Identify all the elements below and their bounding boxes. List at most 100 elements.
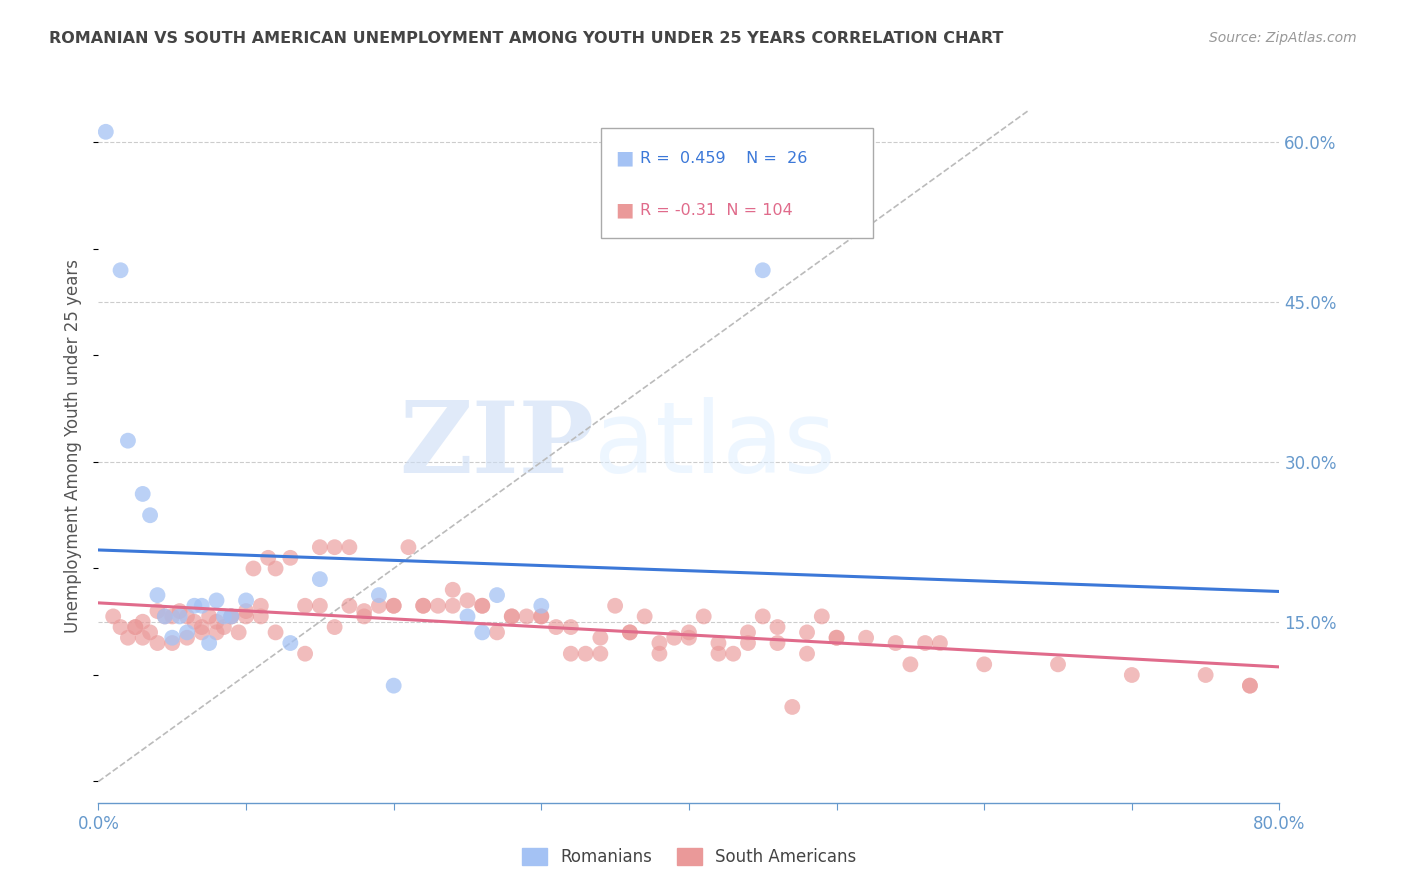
Point	[619, 625, 641, 640]
Point	[339, 599, 361, 613]
Text: ■: ■	[614, 201, 633, 219]
Point	[221, 609, 243, 624]
Point	[412, 599, 434, 613]
Point	[737, 636, 759, 650]
Point	[855, 631, 877, 645]
Point	[530, 599, 553, 613]
Point	[153, 609, 176, 624]
Point	[117, 631, 139, 645]
Point	[929, 636, 952, 650]
Point	[914, 636, 936, 650]
Point	[162, 609, 183, 624]
Text: ZIP: ZIP	[399, 398, 595, 494]
Point	[589, 647, 612, 661]
Point	[678, 631, 700, 645]
Point	[973, 657, 995, 672]
Point	[264, 561, 287, 575]
Point	[153, 609, 176, 624]
Point	[176, 631, 198, 645]
Point	[441, 582, 464, 597]
Point	[110, 620, 132, 634]
Point	[810, 609, 832, 624]
Point	[264, 625, 287, 640]
Point	[752, 263, 775, 277]
Point	[235, 609, 257, 624]
Point	[796, 625, 818, 640]
Point	[176, 609, 198, 624]
Point	[752, 609, 775, 624]
Point	[191, 620, 214, 634]
Point	[546, 620, 568, 634]
Text: atlas: atlas	[595, 398, 837, 494]
Point	[471, 625, 494, 640]
Text: R = -0.31  N = 104: R = -0.31 N = 104	[640, 202, 793, 218]
Point	[235, 593, 257, 607]
Point	[382, 599, 405, 613]
Point	[441, 599, 464, 613]
Point	[183, 615, 205, 629]
Point	[501, 609, 523, 624]
Point	[139, 508, 162, 523]
Point	[294, 647, 316, 661]
Point	[501, 609, 523, 624]
Point	[280, 550, 302, 565]
Text: Source: ZipAtlas.com: Source: ZipAtlas.com	[1209, 31, 1357, 45]
Point	[737, 625, 759, 640]
Point	[339, 540, 361, 554]
Point	[205, 593, 228, 607]
Text: R =  0.459    N =  26: R = 0.459 N = 26	[640, 151, 807, 166]
Point	[162, 631, 183, 645]
Point	[634, 609, 657, 624]
Point	[723, 647, 745, 661]
Point	[516, 609, 538, 624]
Point	[605, 599, 627, 613]
Point	[678, 625, 700, 640]
Point	[368, 599, 391, 613]
Point	[309, 540, 332, 554]
Point	[183, 599, 205, 613]
Point	[132, 487, 155, 501]
Point	[257, 550, 280, 565]
Point	[825, 631, 848, 645]
Point	[471, 599, 494, 613]
Point	[146, 588, 169, 602]
Point	[169, 604, 191, 618]
Point	[353, 604, 375, 618]
Point	[1239, 679, 1261, 693]
Point	[103, 609, 125, 624]
Point	[221, 609, 243, 624]
Y-axis label: Unemployment Among Youth under 25 years: Unemployment Among Youth under 25 years	[65, 259, 83, 633]
Point	[146, 636, 169, 650]
Point	[309, 572, 332, 586]
Point	[427, 599, 450, 613]
Point	[110, 263, 132, 277]
Point	[486, 625, 509, 640]
Point	[309, 599, 332, 613]
Point	[323, 540, 346, 554]
Point	[294, 599, 316, 613]
Point	[707, 647, 730, 661]
Text: ■: ■	[614, 149, 633, 168]
Point	[530, 609, 553, 624]
Point	[825, 631, 848, 645]
Point	[176, 625, 198, 640]
Point	[664, 631, 686, 645]
Point	[132, 615, 155, 629]
Point	[205, 615, 228, 629]
Point	[693, 609, 716, 624]
Point	[648, 636, 671, 650]
Point	[191, 599, 214, 613]
Point	[117, 434, 139, 448]
Point	[124, 620, 146, 634]
Point	[884, 636, 907, 650]
Point	[250, 599, 273, 613]
Point	[560, 620, 582, 634]
Point	[1121, 668, 1143, 682]
Point	[235, 604, 257, 618]
Point	[382, 599, 405, 613]
Point	[648, 647, 671, 661]
Point	[457, 593, 479, 607]
Point	[471, 599, 494, 613]
Point	[250, 609, 273, 624]
Point	[94, 125, 117, 139]
